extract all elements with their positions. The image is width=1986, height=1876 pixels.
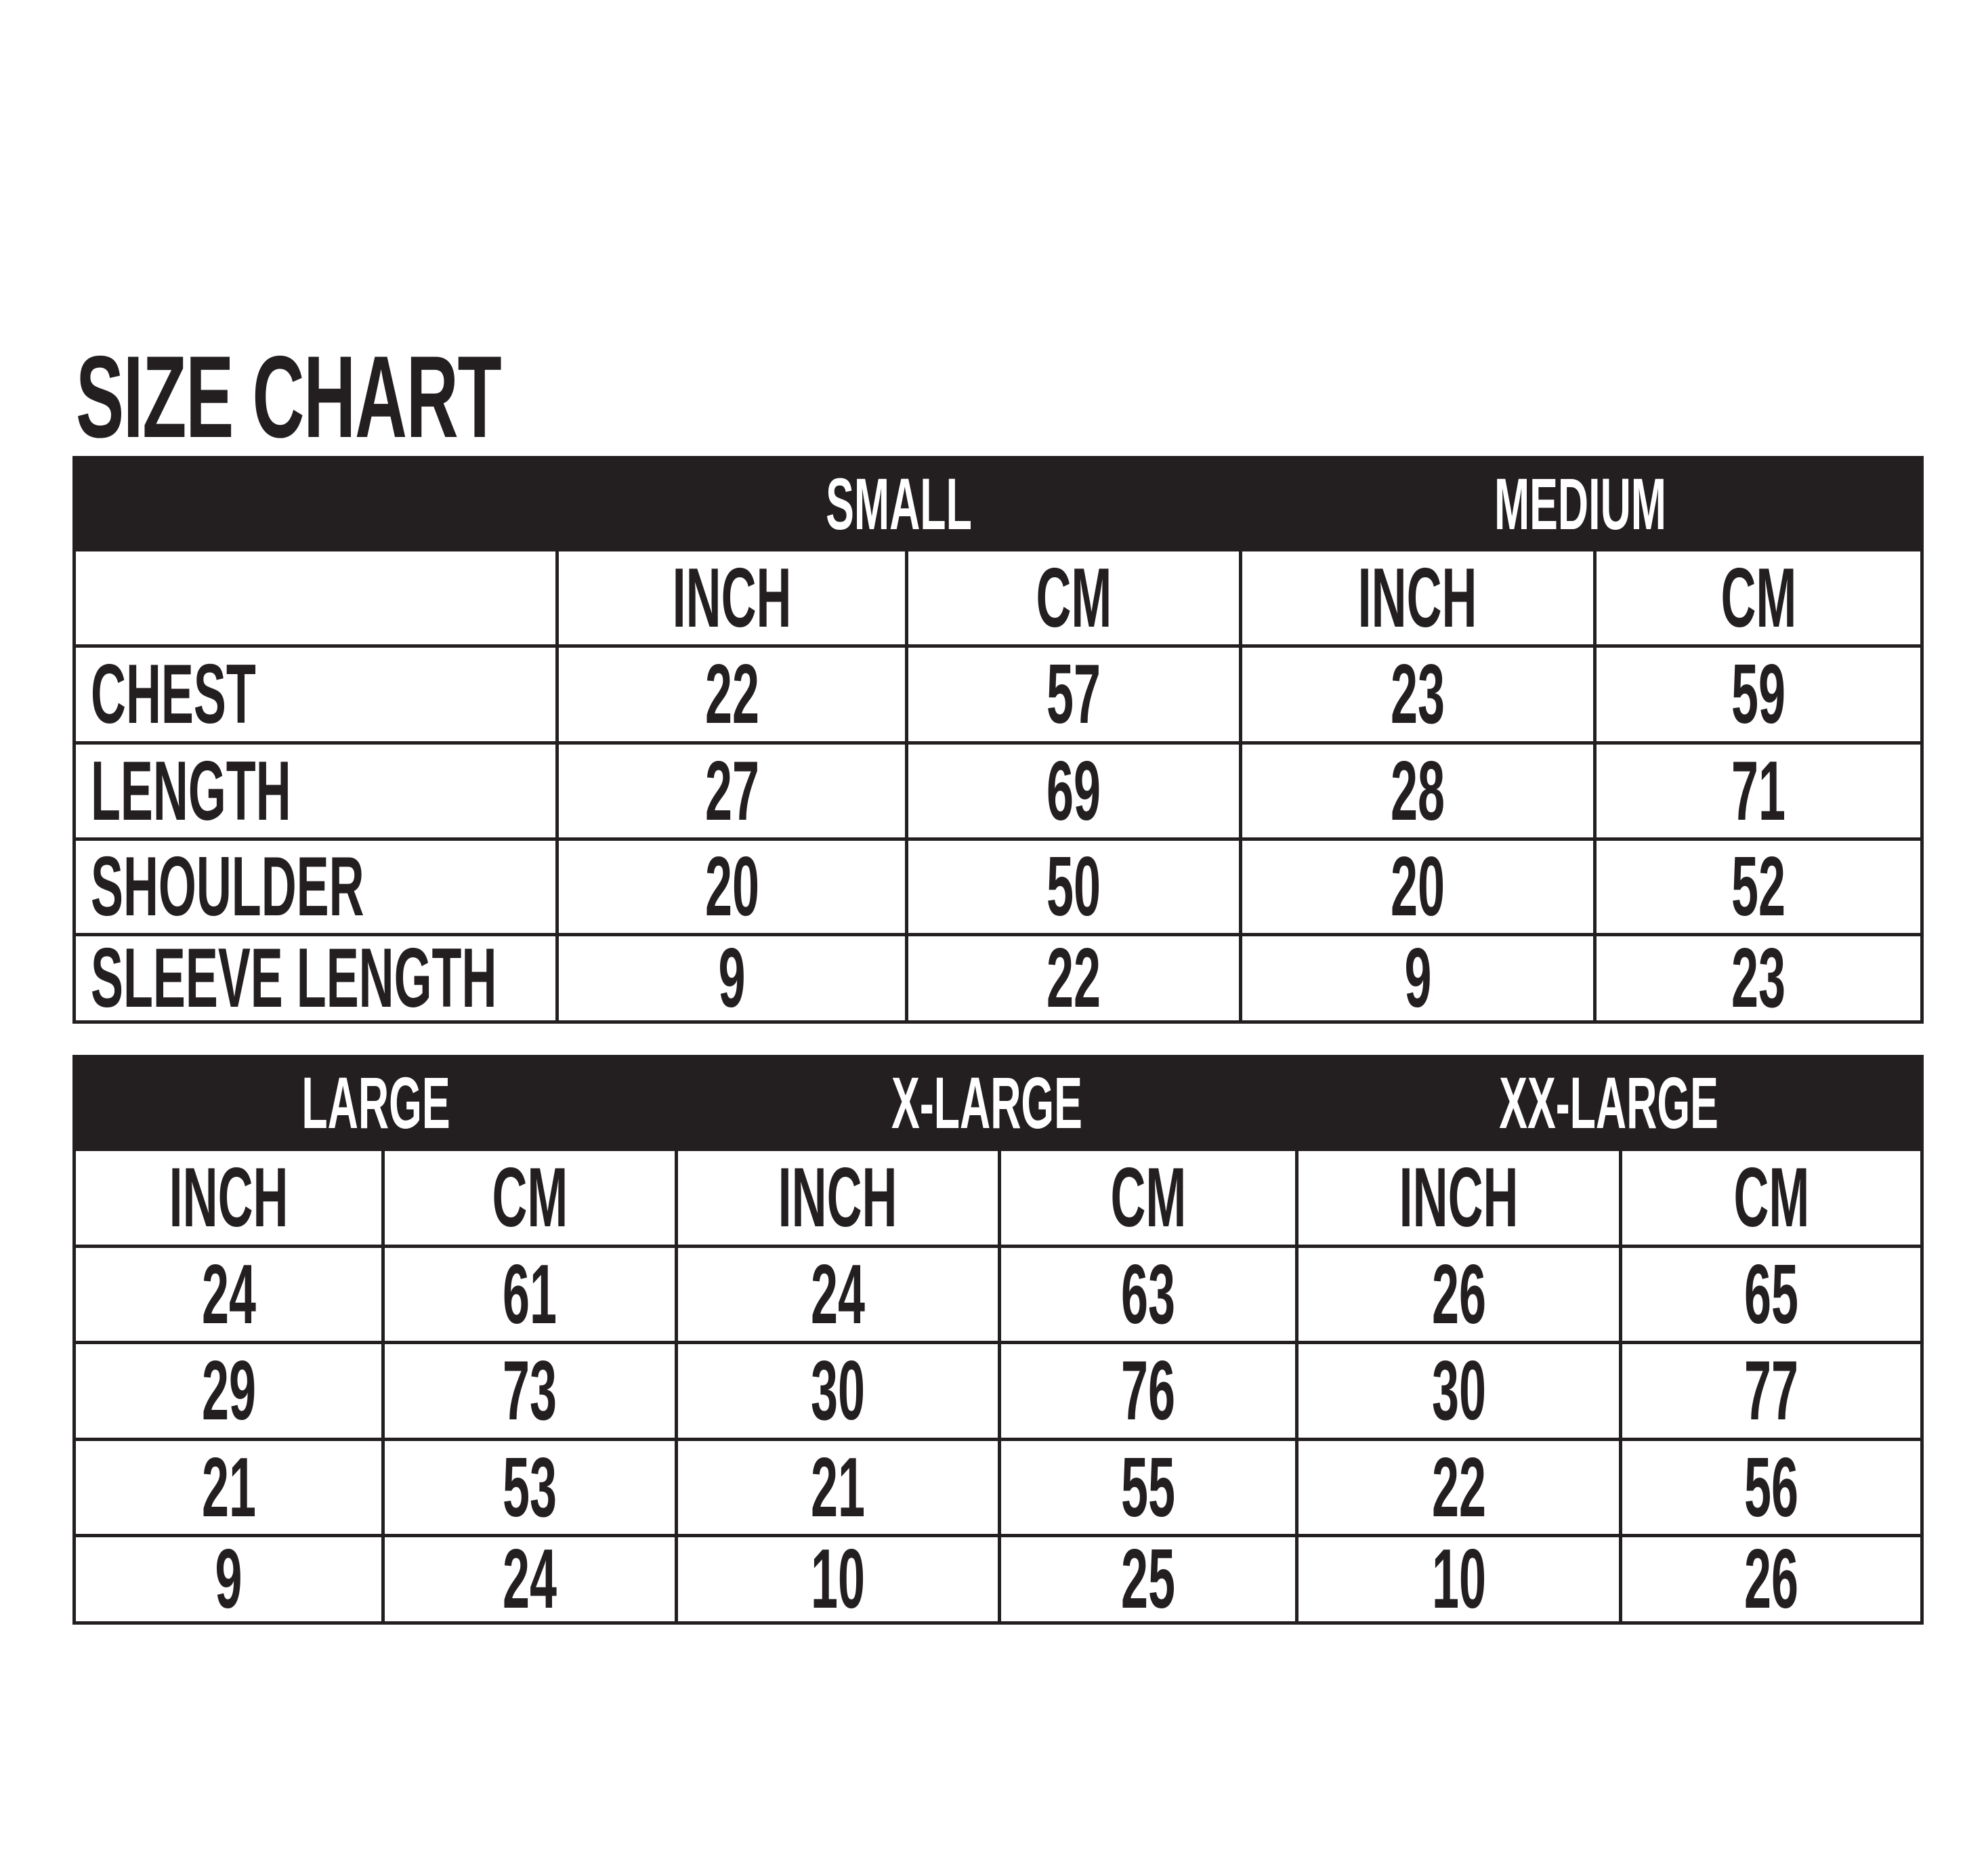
cell: 76 <box>998 1341 1298 1441</box>
row-label: SLEEVE LENGTH <box>72 933 559 1024</box>
unit-inch: INCH <box>555 548 908 648</box>
cell: 56 <box>1618 1438 1924 1537</box>
size-header-xx-large: XX-LARGE <box>1296 1055 1924 1151</box>
unit-header-row: INCH CM INCH CM <box>72 548 1924 648</box>
cell: 69 <box>905 741 1242 841</box>
row-label: CHEST <box>72 644 559 745</box>
cell: 24 <box>675 1245 1001 1344</box>
cell: 24 <box>72 1245 385 1344</box>
unit-inch: INCH <box>72 1148 385 1248</box>
unit-cm: CM <box>905 548 1242 648</box>
cell: 10 <box>675 1534 1001 1625</box>
cell: 30 <box>1295 1341 1622 1441</box>
cell: 22 <box>555 644 908 745</box>
unit-cm: CM <box>1618 1148 1924 1248</box>
unit-cm: CM <box>998 1148 1298 1248</box>
cell: 71 <box>1593 741 1924 841</box>
size-table-small-medium: SMALL MEDIUM INCH CM INCH CM CHEST 22 57… <box>72 456 1924 1024</box>
table-row: SHOULDER 20 50 20 52 <box>72 837 1924 936</box>
table-row: SLEEVE LENGTH 9 22 9 23 <box>72 933 1924 1024</box>
cell: 20 <box>555 837 908 936</box>
cell: 20 <box>1239 837 1597 936</box>
cell: 50 <box>905 837 1242 936</box>
cell: 73 <box>381 1341 678 1441</box>
size-header-small: SMALL <box>557 456 1241 551</box>
size-header-row: LARGE X-LARGE XX-LARGE <box>72 1055 1924 1151</box>
size-header-medium: MEDIUM <box>1240 456 1924 551</box>
size-table-large-xl-xxl: LARGE X-LARGE XX-LARGE INCH CM INCH CM I… <box>72 1055 1924 1625</box>
unit-inch: INCH <box>1239 548 1597 648</box>
row-label: SHOULDER <box>72 837 559 936</box>
cell: 21 <box>72 1438 385 1537</box>
table-row: 9 24 10 25 10 26 <box>72 1534 1924 1625</box>
table-row: 24 61 24 63 26 65 <box>72 1245 1924 1344</box>
unit-inch: INCH <box>675 1148 1001 1248</box>
cell: 9 <box>1239 933 1597 1024</box>
table-row: 29 73 30 76 30 77 <box>72 1341 1924 1441</box>
cell: 23 <box>1593 933 1924 1024</box>
table-row: 21 53 21 55 22 56 <box>72 1438 1924 1537</box>
unit-inch: INCH <box>1295 1148 1622 1248</box>
cell: 52 <box>1593 837 1924 936</box>
cell: 26 <box>1295 1245 1622 1344</box>
cell: 25 <box>998 1534 1298 1625</box>
cell: 26 <box>1618 1534 1924 1625</box>
cell: 9 <box>555 933 908 1024</box>
size-header-large: LARGE <box>72 1055 677 1151</box>
cell: 27 <box>555 741 908 841</box>
table-row: CHEST 22 57 23 59 <box>72 644 1924 745</box>
cell: 61 <box>381 1245 678 1344</box>
size-header-x-large: X-LARGE <box>676 1055 1297 1151</box>
cell: 63 <box>998 1245 1298 1344</box>
header-blank <box>72 456 557 551</box>
cell: 10 <box>1295 1534 1622 1625</box>
cell: 77 <box>1618 1341 1924 1441</box>
unit-header-row: INCH CM INCH CM INCH CM <box>72 1148 1924 1248</box>
cell: 22 <box>1295 1438 1622 1537</box>
cell: 59 <box>1593 644 1924 745</box>
row-label: LENGTH <box>72 741 559 841</box>
cell: 24 <box>381 1534 678 1625</box>
cell: 29 <box>72 1341 385 1441</box>
cell: 65 <box>1618 1245 1924 1344</box>
page-title: SIZE CHART <box>76 332 502 462</box>
cell: 28 <box>1239 741 1597 841</box>
unit-blank <box>72 548 559 648</box>
cell: 57 <box>905 644 1242 745</box>
cell: 9 <box>72 1534 385 1625</box>
cell: 23 <box>1239 644 1597 745</box>
cell: 30 <box>675 1341 1001 1441</box>
size-header-row: SMALL MEDIUM <box>72 456 1924 551</box>
unit-cm: CM <box>381 1148 678 1248</box>
cell: 55 <box>998 1438 1298 1537</box>
cell: 53 <box>381 1438 678 1537</box>
cell: 22 <box>905 933 1242 1024</box>
unit-cm: CM <box>1593 548 1924 648</box>
cell: 21 <box>675 1438 1001 1537</box>
table-row: LENGTH 27 69 28 71 <box>72 741 1924 841</box>
